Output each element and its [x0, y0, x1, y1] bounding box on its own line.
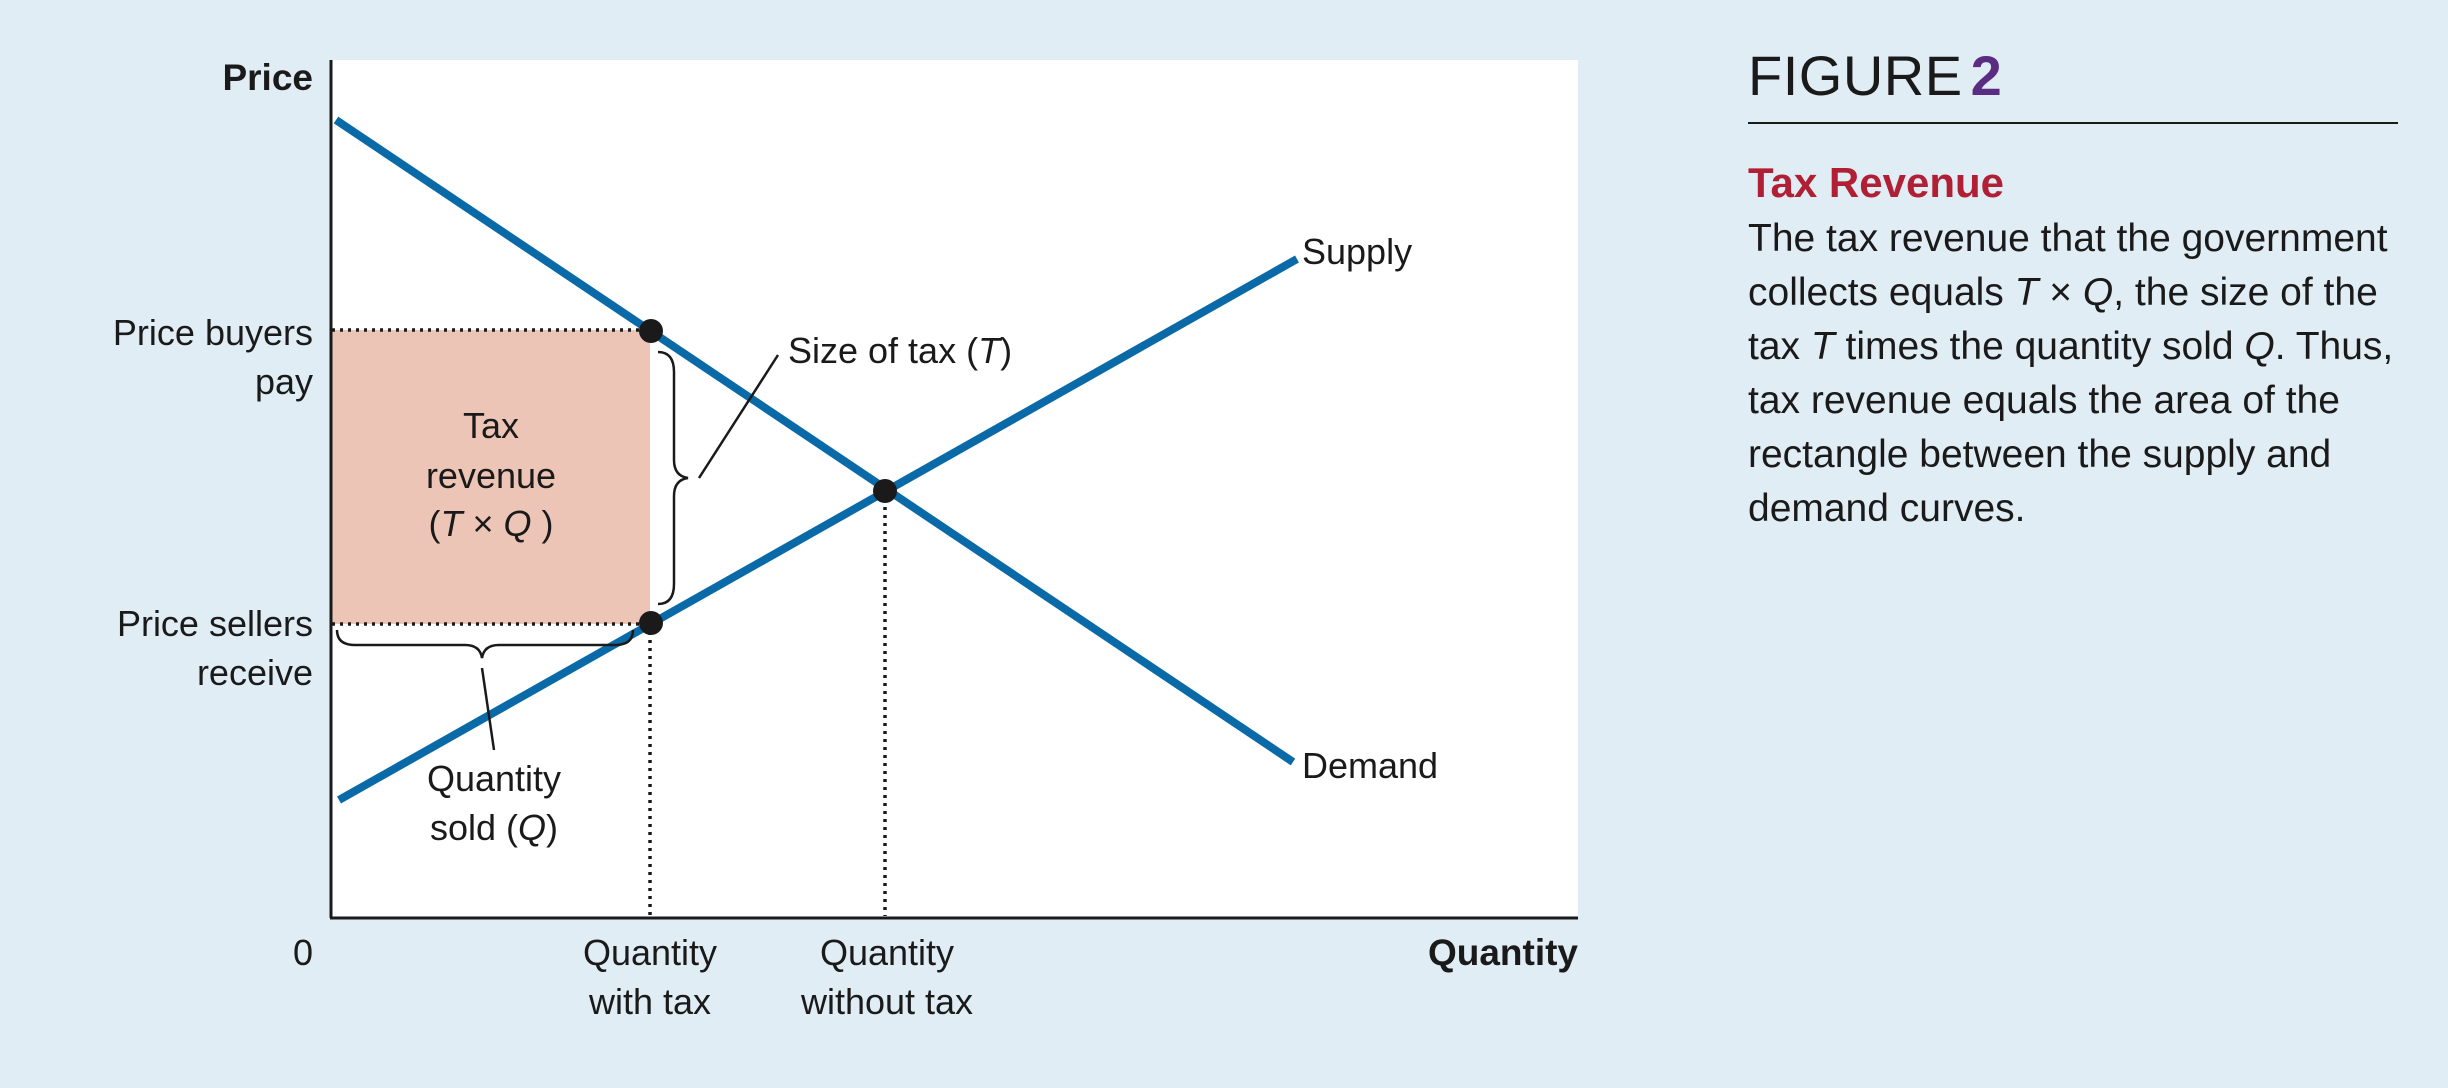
quantity-without-tax-label-line2: without tax [800, 981, 973, 1022]
price-buyers-pay-label-line2: pay [255, 361, 313, 402]
origin-label: 0 [293, 932, 313, 973]
size-of-tax-label: Size of tax (T) [788, 330, 1012, 371]
figure-caption: The tax revenue that the government coll… [1748, 217, 2394, 531]
equilibrium-point [873, 479, 897, 503]
tax-revenue-area [332, 330, 650, 624]
price-sellers-receive-label-line1: Price sellers [117, 603, 313, 644]
figure-title: Tax Revenue [1748, 159, 2004, 206]
figure-heading: FIGURE 2 [1748, 48, 2400, 104]
tax-revenue-diagram: Price Quantity 0 Price buyers pay Price … [113, 57, 1578, 1022]
quantity-without-tax-label-line1: Quantity [820, 932, 954, 973]
tax-revenue-label-line1: Tax [463, 405, 519, 446]
demand-curve [333, 116, 1296, 766]
quantity-with-tax-label-line2: with tax [588, 981, 711, 1022]
price-sellers-receive-label-line2: receive [197, 652, 313, 693]
heading-rule [1748, 122, 2398, 124]
size-of-tax-pointer [697, 354, 780, 479]
tax-revenue-label-line3: (T × Q ) [428, 503, 553, 544]
buyers-price-point [639, 319, 663, 343]
y-axis-label: Price [222, 57, 313, 98]
quantity-sold-brace [335, 629, 635, 659]
supply-label: Supply [1302, 231, 1412, 272]
quantity-sold-label-line1: Quantity [427, 758, 561, 799]
x-axis-label: Quantity [1428, 932, 1578, 973]
tax-revenue-label-line2: revenue [426, 455, 556, 496]
figure-number: 2 [1970, 44, 2003, 107]
demand-label: Demand [1302, 745, 1438, 786]
quantity-with-tax-label-line1: Quantity [583, 932, 717, 973]
quantity-sold-label-line2: sold (Q) [430, 807, 558, 848]
dotted-guides [332, 328, 887, 916]
figure-label: FIGURE [1748, 44, 1963, 107]
quantity-sold-pointer [480, 667, 496, 751]
supply-curve [337, 255, 1299, 804]
price-buyers-pay-label-line1: Price buyers [113, 312, 313, 353]
size-of-tax-brace [657, 350, 689, 606]
sellers-price-point [639, 611, 663, 635]
figure-caption-panel: FIGURE 2 Tax Revenue The tax revenue that… [1748, 48, 2400, 536]
